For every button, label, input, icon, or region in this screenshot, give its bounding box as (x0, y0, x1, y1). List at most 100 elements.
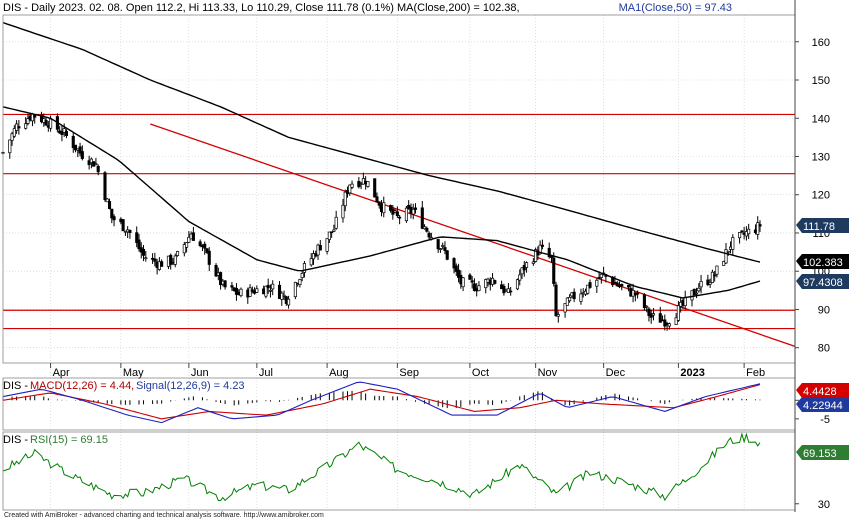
candle-body (214, 264, 218, 277)
candle-body (692, 288, 696, 296)
candle-body (674, 317, 678, 325)
candle-body (96, 165, 100, 173)
candle-body (341, 204, 345, 219)
candle (110, 208, 114, 224)
candle-body (169, 254, 173, 265)
candle (423, 224, 427, 230)
candle (341, 198, 345, 223)
candle (325, 238, 329, 255)
candle-body (556, 314, 560, 317)
candle (71, 131, 75, 153)
candle-body (377, 201, 381, 206)
candle (271, 280, 275, 296)
candle-body (525, 262, 529, 268)
badge-macd: 4.4428 (796, 383, 849, 398)
candle (636, 290, 640, 299)
candle-body (325, 238, 329, 252)
candle-body (713, 274, 717, 277)
candle (250, 286, 254, 294)
candle (223, 279, 227, 290)
candle (248, 284, 252, 297)
candle-body (411, 208, 415, 215)
candle-body (531, 261, 535, 264)
candle-body (332, 229, 336, 232)
candle (572, 288, 576, 303)
candle (141, 244, 146, 262)
candle-body (554, 284, 558, 317)
candle (647, 307, 651, 322)
candle-body (121, 219, 125, 232)
candle-body (107, 201, 112, 209)
candle-body (105, 198, 109, 203)
candle (343, 189, 347, 212)
candle (626, 285, 631, 292)
candle-body (441, 245, 445, 247)
candle (651, 308, 656, 321)
candle (73, 144, 78, 153)
month-label: Nov (538, 367, 558, 379)
badge-signal: 4.22944 (796, 397, 849, 412)
candle-body (153, 258, 157, 262)
candle-body (724, 249, 728, 264)
candle (509, 286, 513, 296)
candle (280, 291, 284, 306)
candle-body (250, 289, 254, 292)
candle-body (205, 248, 209, 253)
candle-body (710, 271, 714, 283)
candle (96, 164, 100, 176)
candle-body (651, 313, 656, 316)
candle (234, 283, 238, 301)
candle (579, 288, 583, 305)
candle-body (334, 216, 338, 229)
candle (407, 200, 411, 210)
candle (563, 303, 567, 318)
candle-body (452, 258, 456, 269)
candle (377, 201, 381, 209)
candle (663, 314, 667, 331)
candle-body (407, 205, 411, 209)
candle-body (293, 282, 297, 298)
candle (457, 263, 461, 283)
candle-body (198, 241, 202, 247)
candle-body (271, 283, 275, 290)
price-tick-label: 140 (812, 113, 830, 125)
candle (230, 281, 234, 291)
candle-body (502, 285, 506, 294)
candle-body (547, 247, 551, 258)
candle-body (26, 118, 30, 124)
candle-body (549, 256, 554, 258)
candle (287, 295, 291, 309)
candle (239, 287, 243, 298)
badge-rsi: 69.153 (796, 445, 849, 460)
candle (277, 281, 282, 300)
candle (588, 279, 592, 289)
candle-body (715, 265, 719, 275)
badge-close: 111.78 (796, 218, 849, 233)
candle (697, 283, 701, 293)
candle (8, 139, 12, 159)
candle-body (141, 248, 146, 256)
candle (683, 290, 687, 310)
candle-body (731, 237, 735, 250)
candle-body (438, 248, 442, 250)
macd-header-prefix: DIS - (3, 380, 28, 392)
candle (330, 231, 334, 238)
candle-body (191, 232, 195, 241)
candle (214, 263, 218, 278)
candle (556, 311, 560, 323)
candle-body (62, 128, 66, 133)
candle (493, 279, 497, 285)
candle (438, 248, 442, 253)
candle (411, 203, 415, 220)
candle-body (484, 279, 488, 289)
candle (404, 205, 408, 223)
candle (477, 281, 481, 292)
candle-body (477, 285, 481, 292)
candle-body (518, 274, 522, 281)
candle-body (649, 313, 653, 318)
macd-header-signal: Signal(12,26,9) = 4.23 (136, 380, 245, 392)
candle (203, 241, 207, 255)
candle-body (300, 273, 304, 279)
candle (268, 284, 272, 298)
